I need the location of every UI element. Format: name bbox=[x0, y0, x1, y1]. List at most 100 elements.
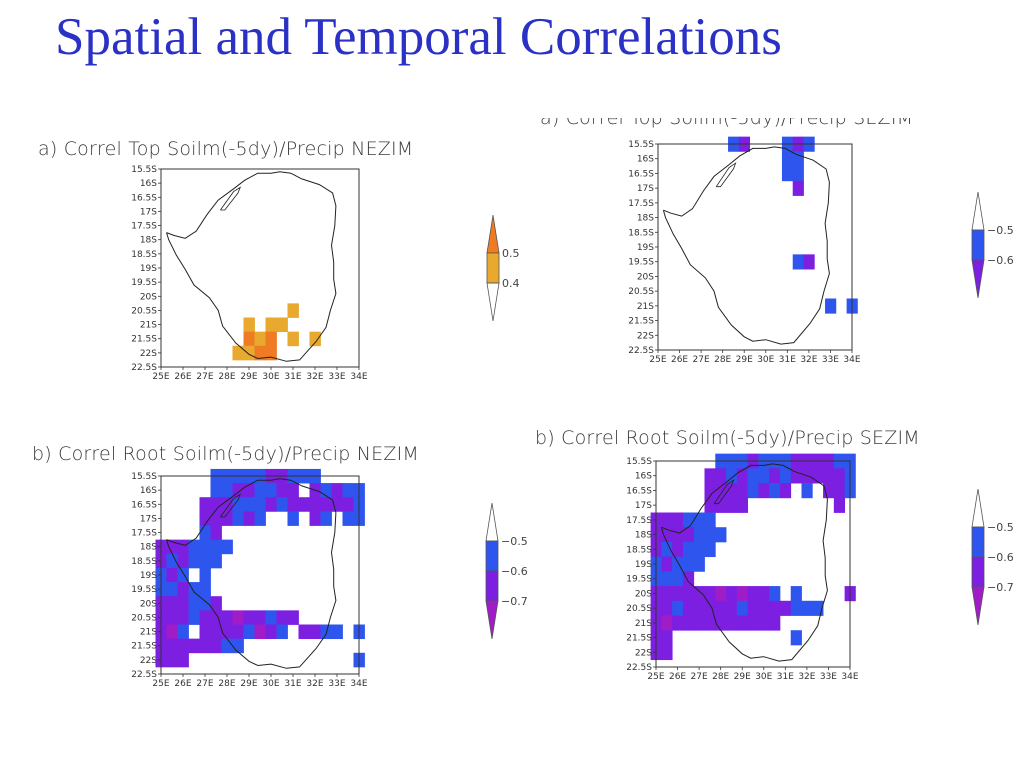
x-tick-label: 28E bbox=[218, 372, 235, 382]
data-cell bbox=[287, 497, 299, 512]
data-cell bbox=[704, 586, 716, 602]
map-plot: 15.5S 16S 16.5S 17S 17.5S 18S 18.5S 19S 19.5S 20S… bbox=[628, 136, 861, 365]
country-border bbox=[660, 463, 828, 662]
y-tick-label: 22S bbox=[140, 656, 157, 666]
data-cell bbox=[758, 615, 770, 631]
data-cell bbox=[166, 652, 178, 668]
data-cell bbox=[221, 610, 233, 625]
x-tick-label: 29E bbox=[240, 679, 257, 689]
y-tick-label: 15.5S bbox=[626, 457, 652, 467]
data-cell bbox=[232, 638, 244, 654]
y-tick-label: 20.5S bbox=[626, 604, 652, 614]
y-tick-label: 17.5S bbox=[131, 222, 157, 232]
data-cell bbox=[188, 610, 200, 625]
data-cell bbox=[287, 483, 299, 498]
country-border bbox=[662, 146, 830, 345]
data-cell bbox=[265, 483, 277, 498]
y-tick-label: 16.5S bbox=[131, 193, 157, 203]
data-cell bbox=[747, 615, 759, 631]
y-tick-label: 19S bbox=[140, 571, 157, 581]
data-cell bbox=[792, 254, 804, 270]
data-cell bbox=[243, 483, 255, 498]
y-tick-label: 18S bbox=[140, 543, 157, 553]
data-cell bbox=[726, 468, 738, 484]
data-cell bbox=[298, 624, 310, 640]
data-cell bbox=[210, 497, 222, 512]
data-cell bbox=[210, 511, 222, 526]
data-cell bbox=[704, 512, 716, 528]
x-tick-label: 27E bbox=[691, 672, 708, 682]
data-cell bbox=[747, 600, 759, 616]
data-cell bbox=[715, 527, 727, 543]
x-tick-label: 27E bbox=[196, 679, 213, 689]
y-tick-label: 21S bbox=[140, 321, 157, 331]
x-tick-label: 25E bbox=[647, 672, 664, 682]
data-cell bbox=[254, 497, 266, 512]
x-tick-label: 27E bbox=[196, 372, 213, 382]
data-cell bbox=[265, 610, 277, 625]
y-tick-label: 20S bbox=[140, 292, 157, 302]
color-legend: 0.5 0.4 bbox=[486, 214, 520, 322]
x-tick-label: 30E bbox=[755, 672, 772, 682]
data-cell bbox=[210, 553, 222, 569]
legend-label: −0.5 bbox=[987, 521, 1014, 534]
y-tick-label: 21S bbox=[140, 628, 157, 638]
legend-label: −0.6 bbox=[987, 551, 1014, 564]
x-tick-label: 33E bbox=[328, 372, 345, 382]
data-cell bbox=[221, 638, 233, 654]
y-tick-label: 19S bbox=[635, 560, 652, 570]
data-cell bbox=[736, 600, 749, 616]
data-cell bbox=[790, 586, 802, 602]
legend-label: 0.4 bbox=[502, 277, 520, 290]
y-tick-label: 16.5S bbox=[626, 486, 652, 496]
data-cell bbox=[769, 600, 781, 616]
data-cell bbox=[661, 586, 673, 602]
data-cell bbox=[661, 527, 673, 543]
chart-title: a) Correl Top Soilm(-5dy)/Precip SEZIM bbox=[540, 118, 913, 128]
data-cell bbox=[803, 254, 815, 270]
data-cell bbox=[331, 624, 343, 640]
data-cell bbox=[747, 586, 759, 602]
data-cell bbox=[833, 497, 846, 513]
data-cell bbox=[221, 624, 233, 640]
y-tick-label: 15.5S bbox=[131, 165, 157, 175]
y-tick-label: 17S bbox=[140, 514, 157, 524]
data-cell bbox=[199, 610, 211, 625]
legend-swatch bbox=[486, 252, 500, 284]
data-cell bbox=[715, 468, 727, 484]
data-cell bbox=[661, 556, 673, 572]
chart-title: a) Correl Top Soilm(-5dy)/Precip NEZIM bbox=[38, 138, 414, 160]
x-tick-label: 34E bbox=[350, 679, 367, 689]
data-cell bbox=[243, 511, 255, 526]
data-cell bbox=[781, 151, 794, 167]
legend-label: −0.6 bbox=[501, 565, 528, 578]
data-cell bbox=[177, 652, 189, 668]
data-cell bbox=[177, 539, 189, 555]
data-cell bbox=[726, 600, 738, 616]
data-cell bbox=[682, 541, 695, 558]
data-cell bbox=[309, 331, 321, 347]
x-tick-label: 28E bbox=[714, 355, 731, 365]
x-tick-label: 28E bbox=[712, 672, 729, 682]
legend-label: 0.5 bbox=[502, 247, 520, 260]
data-cell bbox=[693, 600, 705, 616]
x-tick-label: 32E bbox=[800, 355, 817, 365]
data-cell bbox=[758, 600, 770, 616]
legend-triangle bbox=[971, 259, 985, 299]
data-cell bbox=[276, 483, 288, 498]
data-cell bbox=[682, 571, 695, 587]
x-tick-label: 32E bbox=[798, 672, 815, 682]
data-cell bbox=[166, 638, 178, 654]
data-cell bbox=[693, 556, 705, 572]
data-cell bbox=[792, 166, 804, 182]
data-cell bbox=[254, 624, 266, 640]
data-cell bbox=[823, 468, 835, 484]
data-cell bbox=[693, 512, 705, 528]
data-cell bbox=[287, 610, 299, 625]
data-cell bbox=[672, 556, 684, 572]
y-tick-label: 20S bbox=[637, 272, 654, 282]
data-cell bbox=[177, 638, 189, 654]
data-cell bbox=[682, 512, 695, 528]
chart-title: b) Correl Root Soilm(-5dy)/Precip NEZIM bbox=[32, 443, 419, 465]
data-cell bbox=[812, 600, 824, 616]
